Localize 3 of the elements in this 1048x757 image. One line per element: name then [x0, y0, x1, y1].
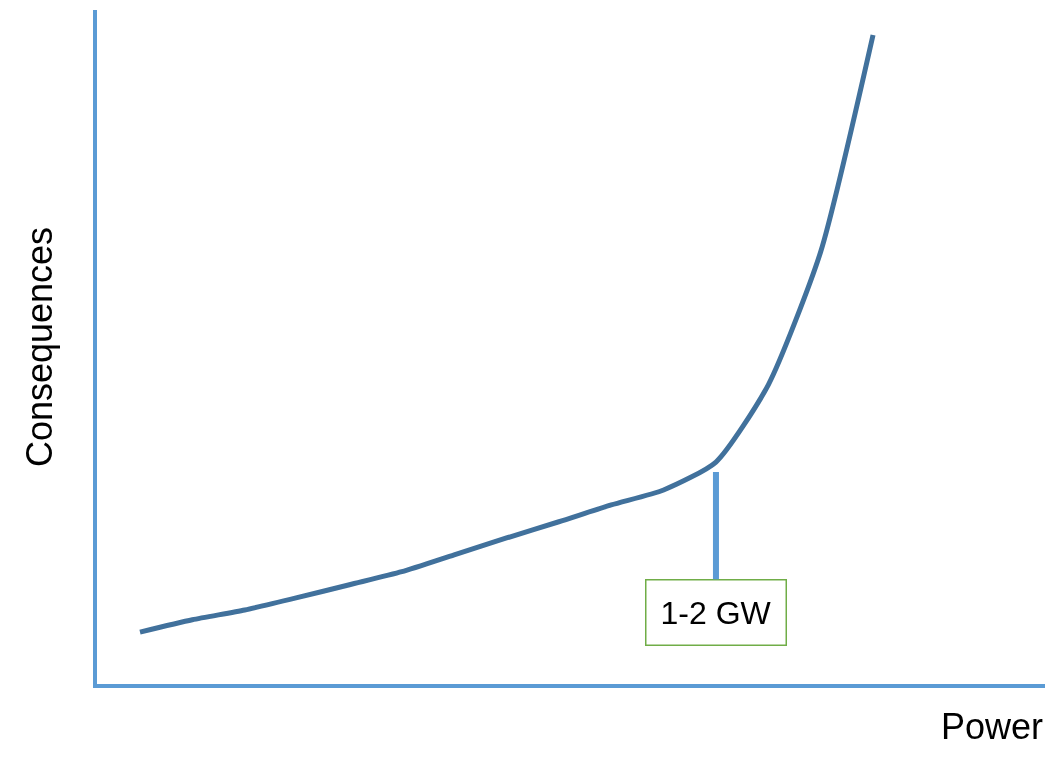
x-axis-title: Power [941, 706, 1044, 747]
y-axis-title: Consequences [19, 226, 61, 468]
annotation: 1-2 GW [660, 594, 772, 631]
